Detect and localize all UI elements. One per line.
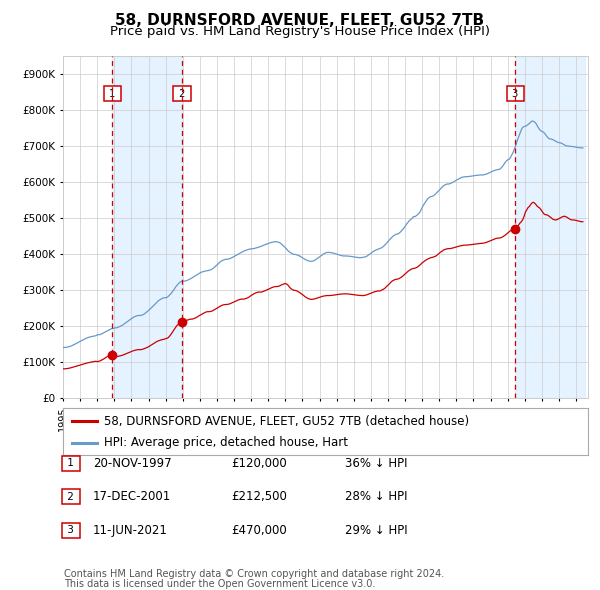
Text: £212,500: £212,500 — [231, 490, 287, 503]
Text: Contains HM Land Registry data © Crown copyright and database right 2024.: Contains HM Land Registry data © Crown c… — [64, 569, 445, 579]
Text: 20-NOV-1997: 20-NOV-1997 — [93, 457, 172, 470]
Text: Price paid vs. HM Land Registry's House Price Index (HPI): Price paid vs. HM Land Registry's House … — [110, 25, 490, 38]
Text: £470,000: £470,000 — [231, 524, 287, 537]
Text: 28% ↓ HPI: 28% ↓ HPI — [345, 490, 407, 503]
Text: 1: 1 — [106, 89, 118, 99]
Text: This data is licensed under the Open Government Licence v3.0.: This data is licensed under the Open Gov… — [64, 579, 376, 588]
Text: 3: 3 — [64, 526, 77, 535]
Text: £120,000: £120,000 — [231, 457, 287, 470]
Text: 2: 2 — [176, 89, 188, 99]
Text: 17-DEC-2001: 17-DEC-2001 — [93, 490, 171, 503]
Text: 58, DURNSFORD AVENUE, FLEET, GU52 7TB (detached house): 58, DURNSFORD AVENUE, FLEET, GU52 7TB (d… — [104, 415, 469, 428]
Text: 36% ↓ HPI: 36% ↓ HPI — [345, 457, 407, 470]
Text: 2: 2 — [64, 492, 77, 502]
Text: 3: 3 — [509, 89, 521, 99]
Text: 29% ↓ HPI: 29% ↓ HPI — [345, 524, 407, 537]
Text: 58, DURNSFORD AVENUE, FLEET, GU52 7TB: 58, DURNSFORD AVENUE, FLEET, GU52 7TB — [115, 13, 485, 28]
Text: 1: 1 — [64, 458, 77, 468]
Text: HPI: Average price, detached house, Hart: HPI: Average price, detached house, Hart — [104, 436, 348, 449]
Bar — [112, 56, 182, 398]
Bar — [515, 56, 584, 398]
Text: 11-JUN-2021: 11-JUN-2021 — [93, 524, 168, 537]
